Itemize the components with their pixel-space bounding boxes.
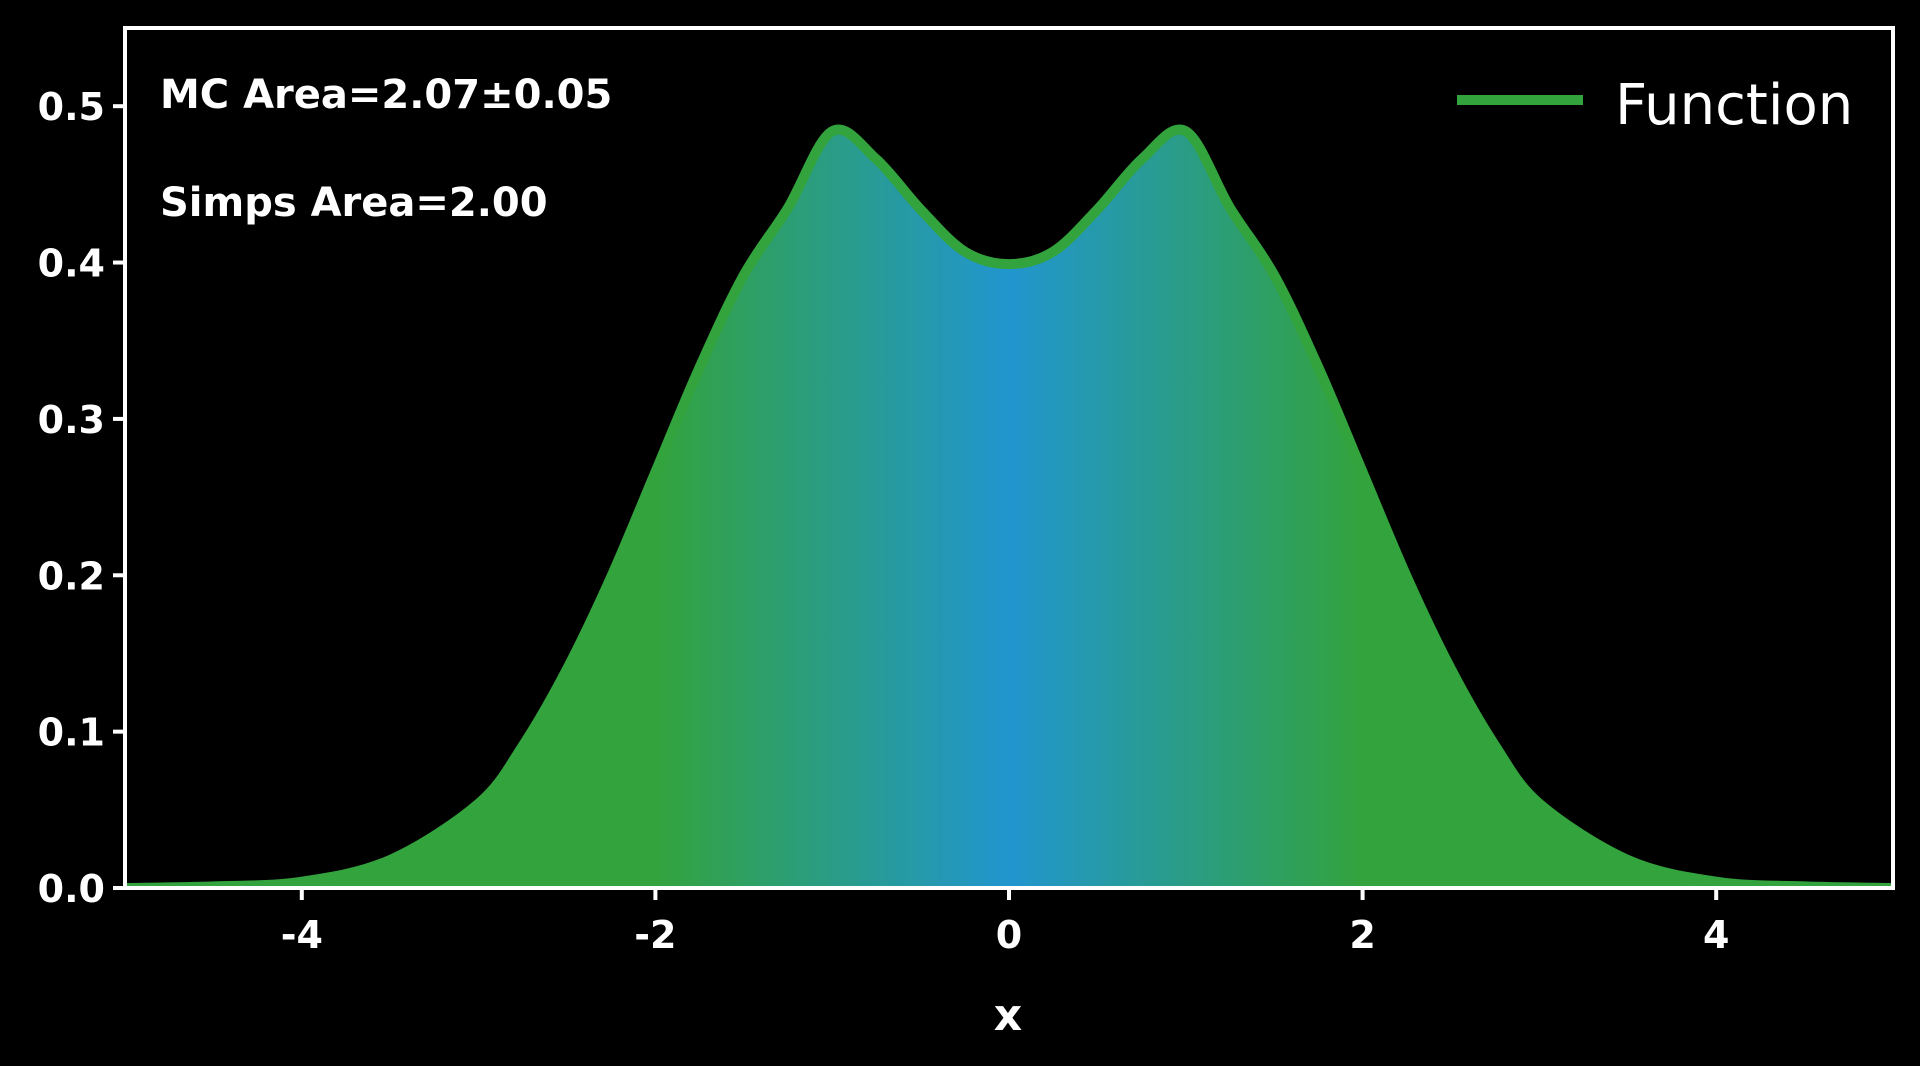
y-tick-label: 0.2 <box>38 554 105 598</box>
y-tick-label: 0.4 <box>38 242 105 286</box>
x-axis-label: x <box>994 990 1022 1041</box>
plot-area <box>125 124 1893 888</box>
y-tick-label: 0.0 <box>38 867 105 911</box>
x-tick-label: -4 <box>281 913 323 957</box>
x-tick-label: -2 <box>634 913 676 957</box>
x-tick-label: 0 <box>996 913 1022 957</box>
mc-area-annotation: MC Area=2.07±0.05 <box>160 72 612 118</box>
x-tick-label: 2 <box>1349 913 1375 957</box>
function-line <box>125 124 1893 888</box>
x-tick-label: 4 <box>1703 913 1729 957</box>
legend-label: Function <box>1615 73 1853 138</box>
legend: Function <box>1457 73 1853 138</box>
x-axis: -4 -2 0 2 4 <box>281 888 1729 957</box>
y-tick-label: 0.1 <box>38 711 105 755</box>
y-tick-label: 0.5 <box>38 85 105 129</box>
y-tick-label: 0.3 <box>38 398 105 442</box>
function-area-fill <box>125 129 1893 888</box>
simps-area-annotation: Simps Area=2.00 <box>160 180 548 226</box>
y-axis: 0.0 0.1 0.2 0.3 0.4 0.5 <box>38 85 125 911</box>
